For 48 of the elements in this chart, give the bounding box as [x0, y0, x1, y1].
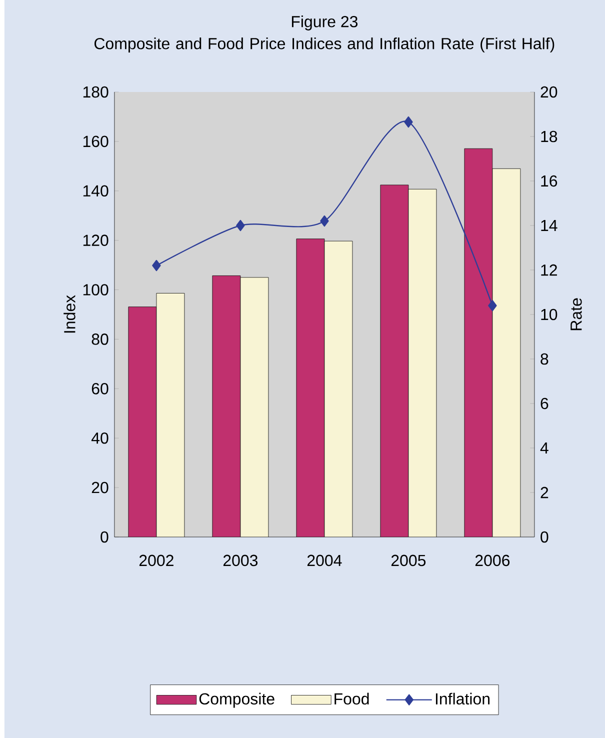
bar: [128, 306, 156, 537]
y2-tick-label: 8: [540, 353, 548, 365]
y-tick-label: 60: [92, 383, 108, 394]
y2-tick-label: 16: [540, 175, 557, 187]
x-tick-label: 2002: [139, 554, 174, 566]
y-tick-label: 120: [83, 234, 108, 246]
legend-label: Composite: [199, 692, 274, 708]
x-tick-label: 2003: [223, 554, 258, 566]
y2-tick-label: 4: [540, 442, 548, 454]
y2-tick-label: 12: [540, 264, 557, 276]
y-tick-label: 20: [92, 482, 108, 494]
y-tick-label: 100: [83, 284, 108, 296]
bar: [240, 277, 268, 537]
bar: [464, 148, 492, 537]
x-tick-label: 2006: [475, 554, 510, 566]
y-tick-label: 140: [83, 185, 108, 197]
y-tick-label: 160: [83, 136, 108, 148]
y-tick-label: 0: [100, 531, 108, 543]
bar: [296, 238, 324, 537]
point: [320, 215, 329, 227]
y2-axis-title: Rate: [570, 298, 582, 330]
bar: [156, 293, 184, 537]
y2-tick-label: 6: [540, 398, 548, 410]
chart-title: Figure 23: [292, 16, 358, 30]
y-tick-label: 40: [91, 432, 108, 444]
y2-tick-label: 18: [540, 130, 557, 142]
point: [236, 220, 245, 232]
y-tick-label: 80: [92, 334, 108, 345]
bar: [408, 189, 436, 537]
bar: [212, 276, 240, 537]
chart-subtitle: Composite and Food Price Indices and Inflation Rate (First Half): [94, 38, 554, 52]
y2-tick-label: 20: [540, 86, 557, 98]
bar: [324, 241, 352, 537]
bar: [492, 168, 520, 537]
point: [404, 116, 413, 128]
y2-tick-label: 0: [540, 531, 548, 543]
legend-label: Food: [334, 692, 369, 705]
y-axis-title: Index: [63, 295, 76, 333]
point: [152, 260, 161, 272]
legend-label: Inflation: [436, 692, 490, 705]
y2-tick-label: 10: [540, 308, 557, 320]
point: [488, 300, 497, 312]
x-tick-label: 2004: [307, 554, 342, 566]
y2-tick-label: 14: [540, 220, 558, 231]
y2-tick-label: 2: [540, 486, 548, 498]
bar: [380, 184, 408, 537]
x-tick-label: 2005: [391, 554, 426, 566]
y-tick-label: 180: [83, 86, 108, 98]
